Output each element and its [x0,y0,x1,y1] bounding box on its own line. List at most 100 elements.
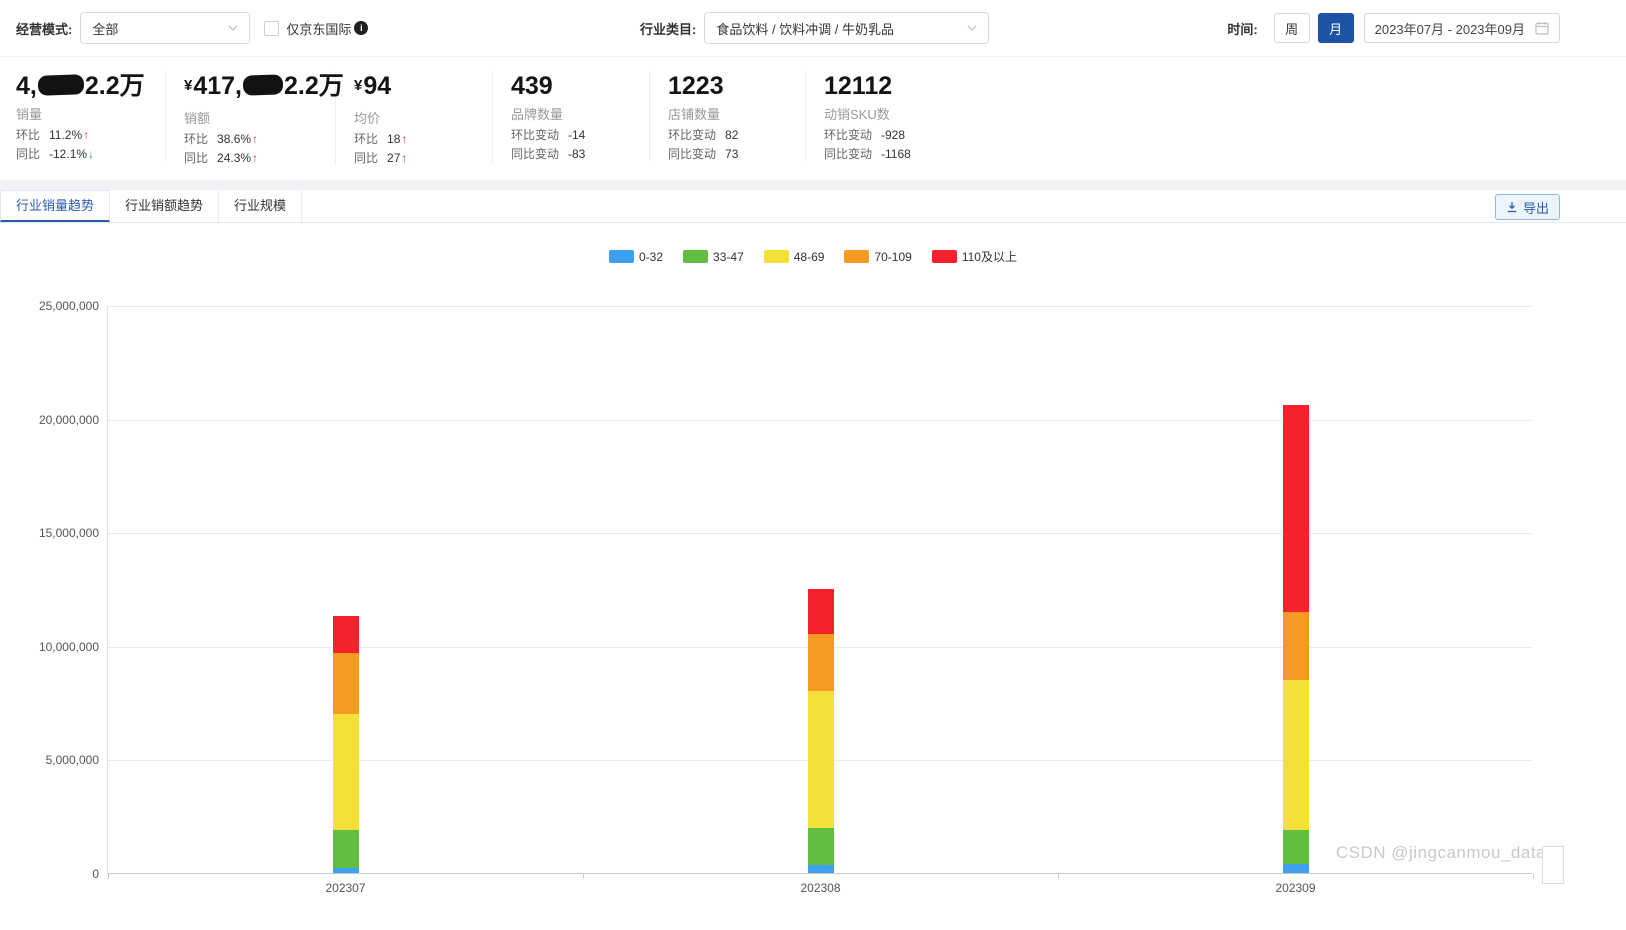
bar-segment[interactable] [807,634,834,692]
date-range-value: 2023年07月 - 2023年09月 [1374,21,1525,37]
legend-label: 48-69 [793,249,825,264]
month-toggle-button[interactable]: 月 [1317,13,1354,43]
chart-legend: 0-32 33-47 48-69 70-109 110及以上 [0,248,1626,265]
stat-ratio-row: 同比 27↑ [354,151,408,165]
bar-segment[interactable] [807,827,834,866]
floating-widget[interactable] [1542,846,1564,884]
trend-arrow-icon: ↑ [252,151,259,165]
tab-industry-sales-volume-trend[interactable]: 行业销量趋势 [0,190,111,222]
category-filter-group: 行业类目: 食品饮料 / 饮料冲调 / 牛奶乳品 [640,12,990,44]
stat-ratio-row: 同比变动 73 [668,147,739,161]
legend-item[interactable]: 0-32 [609,250,663,264]
kpi-stats-row: 4, 2.2万 销量 环比 11.2%↑ 同比 -12.1%↓ ¥417, 2.2万 销… [0,57,1626,180]
stat-active-sku-count: 12112 动销SKU数 环比变动 -928 同比变动 -1168 [806,71,1026,161]
bar-segment[interactable] [1282,829,1309,864]
x-axis-label: 202308 [800,881,841,895]
x-axis-tick [1058,874,1059,879]
stat-value: 4, 2.2万 [16,72,145,100]
y-axis-label: 25,000,000 [38,299,99,313]
stat-ratio-row: 环比 11.2%↑ [16,128,90,142]
category-select-value: 食品饮料 / 饮料冲调 / 牛奶乳品 [716,21,895,37]
stat-ratio-row: 同比 24.3%↑ [184,151,259,165]
tab-industry-sales-amount-trend[interactable]: 行业销额趋势 [110,190,220,222]
y-axis-label: 20,000,000 [38,412,99,427]
week-toggle-button[interactable]: 周 [1273,13,1310,43]
date-range-picker[interactable]: 2023年07月 - 2023年09月 [1363,13,1560,43]
stat-sales-volume: 4, 2.2万 销量 环比 11.2%↑ 同比 -12.1%↓ [16,71,166,161]
bar-segment[interactable] [332,713,359,830]
x-axis-label: 202309 [1275,881,1316,895]
bar-segment[interactable] [807,589,834,635]
stat-ratio-row: 环比变动 82 [668,128,739,142]
bar-segment[interactable] [807,865,834,873]
trend-arrow-icon: ↑ [83,128,90,142]
y-axis-label: 5,000,000 [45,753,99,768]
info-icon[interactable]: i [354,21,369,35]
legend-swatch-icon [844,250,870,263]
stat-shop-count: 1223 店铺数量 环比变动 82 同比变动 73 [650,71,806,161]
stat-value: 1223 [668,72,724,100]
trend-arrow-icon: ↑ [401,132,408,146]
legend-swatch-icon [763,250,789,263]
category-label: 行业类目: [640,21,697,37]
legend-swatch-icon [683,250,709,263]
censor-scribble [242,74,284,96]
gridline [108,419,1532,421]
legend-item[interactable]: 48-69 [763,249,825,264]
mode-label: 经营模式: [16,21,73,37]
legend-label: 33-47 [713,249,744,264]
chevron-down-icon [228,25,238,31]
time-filter-group: 时间: 周 月 2023年07月 - 2023年09月 [1227,12,1560,44]
section-divider [0,180,1626,190]
export-label: 导出 [1522,200,1549,216]
plot-area: 202307 202308 202309 [107,306,1534,895]
chart-card: 0-32 33-47 48-69 70-109 110及以上 0 5,000,000 10,… [0,248,1626,930]
stat-value: ¥94 [354,72,392,100]
bar-segment[interactable] [332,868,359,873]
bar-segment[interactable] [332,616,359,653]
tab-industry-scale[interactable]: 行业规模 [219,190,303,222]
stat-label: 品牌数量 [511,107,564,122]
bar-segment[interactable] [332,829,359,869]
bar-segment[interactable] [807,691,834,828]
jd-intl-checkbox[interactable] [264,20,280,36]
calendar-icon [1535,22,1549,35]
stat-ratio-row: 同比变动 -1168 [824,147,911,161]
bar-segment[interactable] [1282,679,1309,830]
y-axis-label: 0 [92,867,99,881]
stat-ratio-row: 同比 -12.1%↓ [16,147,95,161]
stat-brand-count: 439 品牌数量 环比变动 -14 同比变动 -83 [493,71,650,161]
censor-scribble [37,74,85,96]
gridline [108,306,1532,307]
stat-sales-amount: ¥417, 2.2万 销额 环比 38.6%↑ 同比 24.3%↑ [166,71,344,165]
export-button[interactable]: 导出 [1494,194,1560,220]
legend-swatch-icon [609,250,635,263]
stat-ratio-row: 同比变动 -83 [511,147,586,161]
bar-segment[interactable] [1282,863,1309,873]
bar-segment[interactable] [1282,404,1309,612]
download-icon [1507,202,1517,213]
y-axis-label: 15,000,000 [38,526,99,541]
stat-label: 销量 [16,107,43,122]
stat-ratio-row: 环比 38.6%↑ [184,132,259,146]
chart-tabs-bar: 行业销量趋势 行业销额趋势 行业规模 导出 [0,190,1626,223]
legend-item[interactable]: 70-109 [844,250,912,264]
chevron-down-icon [967,25,977,31]
trend-arrow-icon: ↑ [252,132,259,146]
legend-item[interactable]: 33-47 [683,250,744,264]
trend-arrow-icon: ↑ [401,151,408,165]
stat-value: 439 [511,72,553,100]
stat-label: 均价 [354,111,381,126]
bar-segment[interactable] [332,652,359,714]
trend-arrow-icon: ↓ [88,147,95,161]
category-select[interactable]: 食品饮料 / 饮料冲调 / 牛奶乳品 [704,12,990,44]
bar-segment[interactable] [1282,611,1309,680]
stat-ratio-row: 环比变动 -928 [824,128,906,142]
mode-select[interactable]: 全部 [80,12,251,44]
stat-value: 12112 [824,72,893,100]
x-axis-tick [1533,874,1534,879]
filter-bar: 经营模式: 全部 仅京东国际 i 行业类目: 食品饮料 / 饮料冲调 / 牛奶乳… [0,0,1626,57]
stat-label: 销额 [184,111,211,126]
legend-item[interactable]: 110及以上 [931,248,1017,265]
time-label: 时间: [1227,21,1258,37]
